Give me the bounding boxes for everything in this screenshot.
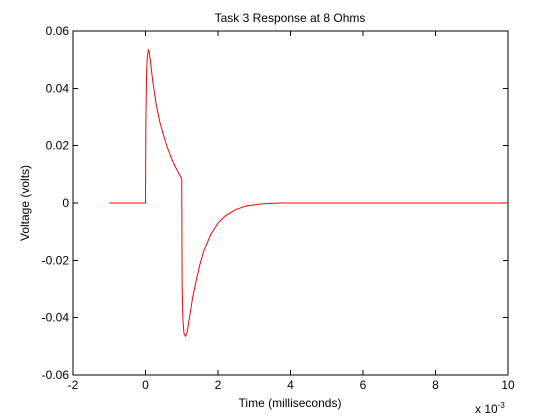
y-tick-label: 0.06 [46, 24, 70, 38]
y-tick-label: -0.06 [42, 368, 70, 382]
x-axis-multiplier-exponent: -3 [498, 401, 506, 410]
x-axis-ticks: -2 0 2 4 6 8 10 [68, 31, 515, 392]
x-axis-multiplier-base: x 10 [475, 402, 498, 416]
x-tick-label: 2 [215, 378, 222, 392]
y-axis-ticks: -0.06 -0.04 -0.02 0 0.02 0.04 0.06 [42, 24, 508, 382]
y-axis-label: Voltage (volts) [18, 165, 32, 241]
x-axis-label: Time (milliseconds) [239, 396, 342, 410]
chart-title: Task 3 Response at 8 Ohms [215, 11, 366, 25]
x-tick-label: 8 [432, 378, 439, 392]
y-tick-label: 0 [62, 196, 69, 210]
x-axis-multiplier: x 10-3 [475, 401, 505, 416]
series-layer [109, 49, 508, 337]
x-tick-label: 6 [360, 378, 367, 392]
series-line-0 [109, 49, 508, 337]
y-tick-label: -0.02 [42, 253, 70, 267]
y-tick-label: 0.04 [46, 81, 70, 95]
y-tick-label: 0.02 [46, 139, 70, 153]
y-tick-label: -0.04 [42, 311, 70, 325]
x-tick-label: 0 [142, 378, 149, 392]
x-tick-label: 4 [287, 378, 294, 392]
x-tick-label: 10 [501, 378, 515, 392]
x-tick-label: -2 [68, 378, 79, 392]
